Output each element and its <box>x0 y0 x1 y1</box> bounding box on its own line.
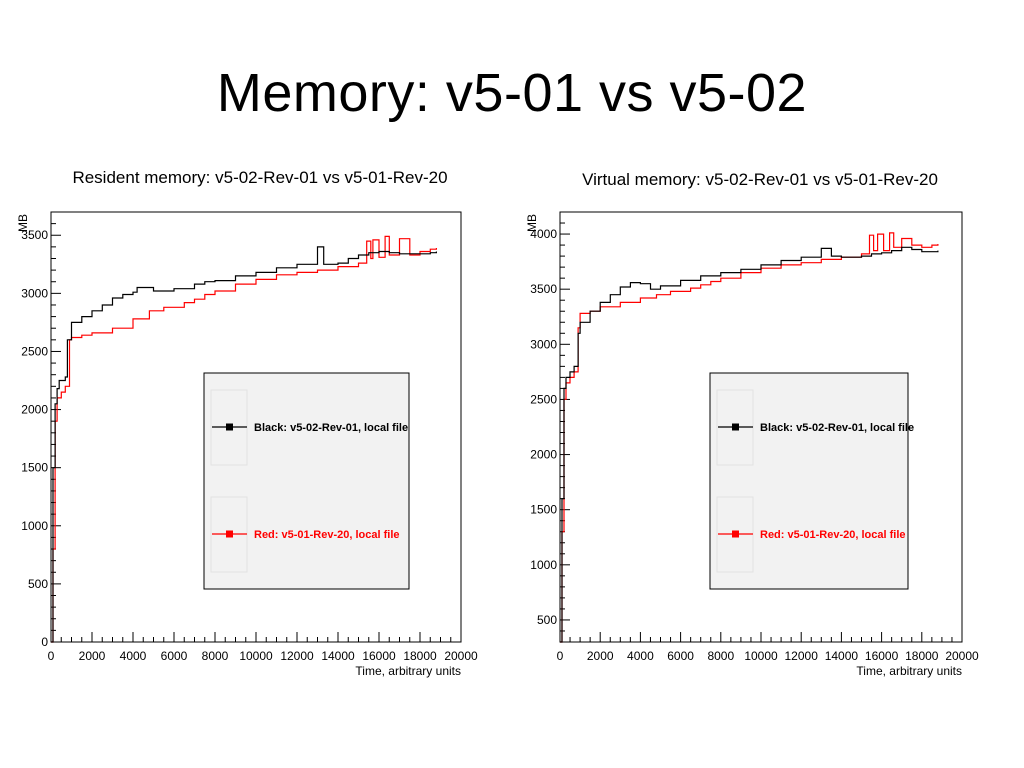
virtual-x-tick-label: 12000 <box>785 649 819 663</box>
virtual-y-tick-label: 500 <box>537 613 557 627</box>
virtual-x-axis-label: Time, arbitrary units <box>856 664 962 678</box>
virtual-x-tick-label: 8000 <box>707 649 734 663</box>
resident-y-tick-label: 2000 <box>21 403 48 417</box>
virtual-y-tick-label: 2500 <box>530 392 557 406</box>
resident-y-tick-label: 1000 <box>21 519 48 533</box>
virtual-legend-marker <box>732 423 739 431</box>
resident-series-line-black <box>51 246 437 643</box>
resident-y-tick-label: 2500 <box>21 344 48 358</box>
resident-x-tick-label: 14000 <box>321 649 355 663</box>
virtual-y-tick-label: 1500 <box>530 503 557 517</box>
virtual-legend-box <box>709 372 909 590</box>
resident-x-tick-label: 0 <box>48 649 55 663</box>
virtual-x-tick-label: 16000 <box>865 649 899 663</box>
resident-x-axis-label: Time, arbitrary units <box>355 664 461 678</box>
resident-x-tick-label: 2000 <box>79 649 106 663</box>
resident-chart-title: Resident memory: v5-02-Rev-01 vs v5-01-R… <box>72 168 447 187</box>
virtual-y-tick-label: 1000 <box>530 558 557 572</box>
resident-x-tick-label: 16000 <box>362 649 396 663</box>
resident-series-line-red <box>51 235 437 643</box>
resident-y-tick-label: 500 <box>28 577 48 591</box>
resident-legend-label: Black: v5-02-Rev-01, local file <box>254 422 408 434</box>
virtual-y-tick-label: 2000 <box>530 448 557 462</box>
virtual-legend-label: Red: v5-01-Rev-20, local file <box>760 529 906 541</box>
resident-x-tick-label: 10000 <box>239 649 273 663</box>
virtual-legend-label: Black: v5-02-Rev-01, local file <box>760 422 914 434</box>
resident-y-axis-label: MB <box>16 214 30 232</box>
virtual-legend-marker <box>732 530 739 538</box>
resident-legend-marker <box>226 530 233 538</box>
virtual-series-line-black <box>560 246 939 643</box>
resident-y-tick-label: 1500 <box>21 461 48 475</box>
virtual-x-tick-label: 2000 <box>587 649 614 663</box>
resident-x-tick-label: 8000 <box>202 649 229 663</box>
virtual-y-axis-label: MB <box>525 214 539 232</box>
virtual-x-tick-label: 14000 <box>825 649 859 663</box>
virtual-x-tick-label: 10000 <box>744 649 778 663</box>
resident-x-tick-label: 4000 <box>120 649 147 663</box>
resident-y-tick-label: 0 <box>41 635 48 649</box>
slide-title: Memory: v5-01 vs v5-02 <box>216 63 808 123</box>
resident-legend-label: Red: v5-01-Rev-20, local file <box>254 529 400 541</box>
resident-x-tick-label: 12000 <box>280 649 314 663</box>
resident-y-tick-label: 3500 <box>21 228 48 242</box>
virtual-chart-title: Virtual memory: v5-02-Rev-01 vs v5-01-Re… <box>582 170 938 189</box>
resident-x-tick-label: 6000 <box>161 649 188 663</box>
virtual-x-tick-label: 20000 <box>945 649 979 663</box>
virtual-y-tick-label: 3500 <box>530 282 557 296</box>
virtual-x-tick-label: 18000 <box>905 649 939 663</box>
virtual-y-tick-label: 4000 <box>530 227 557 241</box>
resident-x-tick-label: 18000 <box>403 649 437 663</box>
resident-legend-marker <box>226 423 233 431</box>
virtual-y-tick-label: 3000 <box>530 337 557 351</box>
virtual-x-tick-label: 0 <box>557 649 564 663</box>
resident-x-tick-label: 20000 <box>444 649 478 663</box>
resident-y-tick-label: 3000 <box>21 286 48 300</box>
virtual-x-tick-label: 4000 <box>627 649 654 663</box>
virtual-x-tick-label: 6000 <box>667 649 694 663</box>
resident-legend-box <box>203 372 410 590</box>
